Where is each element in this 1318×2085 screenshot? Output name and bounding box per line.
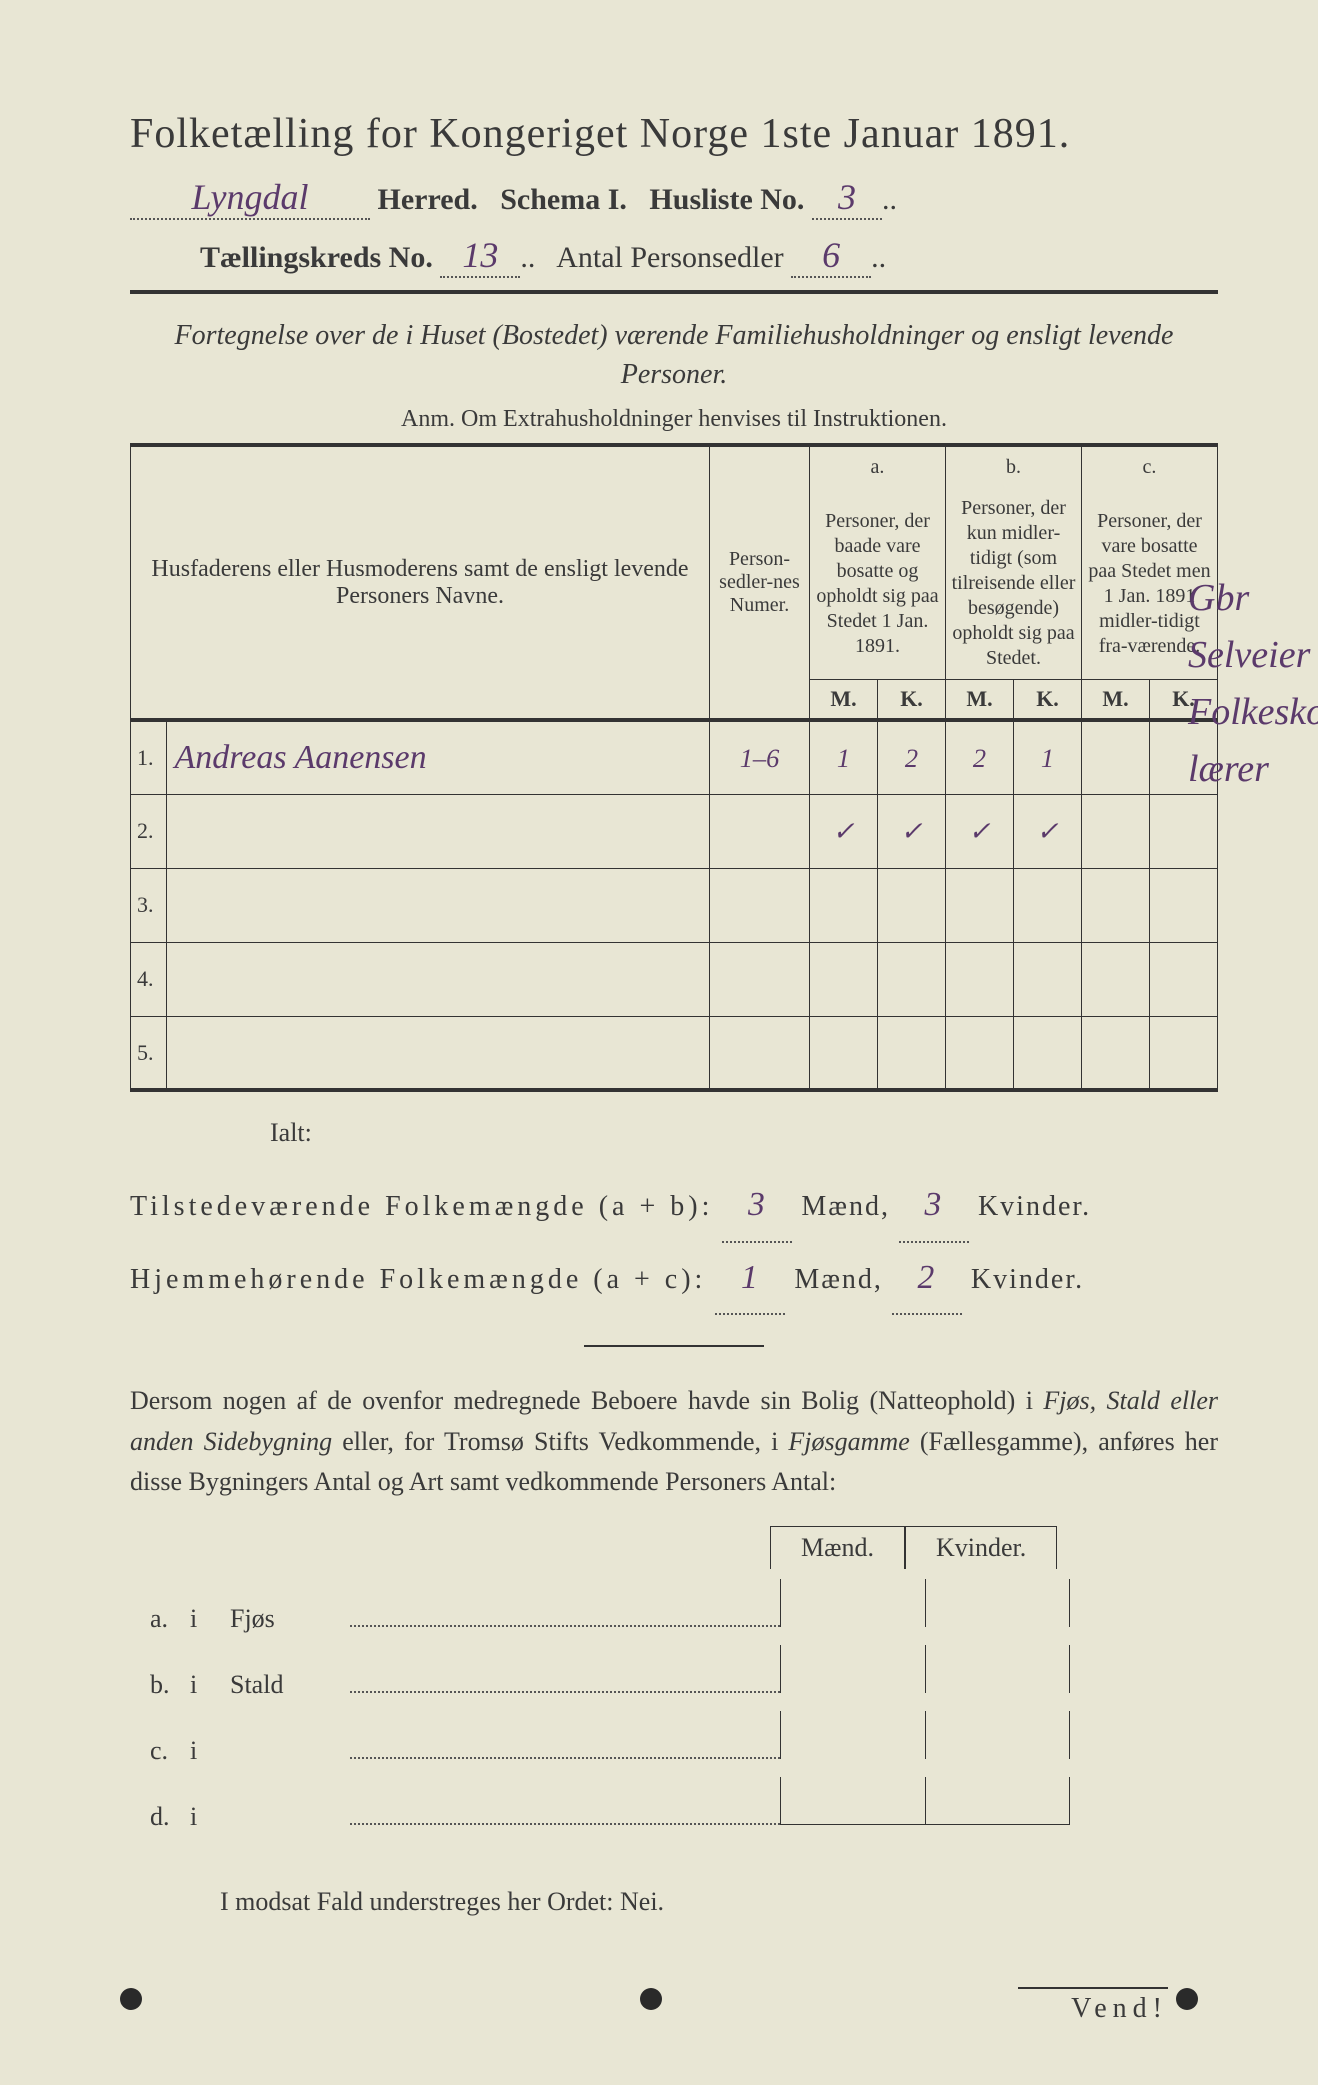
meta-line-1: Lyngdal Herred. Schema I. Husliste No. 3…	[130, 176, 1218, 220]
list-item: a. i Fjøs	[130, 1579, 1218, 1645]
tilstede-label: Tilstedeværende Folkemængde (a + b):	[130, 1191, 713, 1222]
col-c-m: M.	[1082, 680, 1150, 721]
tilstede-k: 3	[925, 1186, 944, 1223]
row1-name: Andreas Aanensen	[175, 739, 427, 776]
antal-label: Antal Personsedler	[556, 241, 783, 274]
col-a-m: M.	[810, 680, 878, 721]
meta-line-2: Tællingskreds No. 13.. Antal Personsedle…	[130, 234, 1218, 278]
kreds-label: Tællingskreds No.	[200, 241, 433, 274]
punch-hole-icon	[640, 1988, 662, 2010]
herred-label: Herred.	[378, 183, 478, 216]
margin-notes: Gbr Selveier Folkeskole lærer	[1188, 570, 1308, 798]
instructions-paragraph: Dersom nogen af de ovenfor medregnede Be…	[130, 1381, 1218, 1502]
schema-label: Schema I.	[500, 183, 627, 216]
hjemme-k: 2	[918, 1259, 937, 1296]
col-a-top: a.	[810, 445, 946, 488]
col-b-header: Personer, der kun midler-tidigt (som til…	[946, 488, 1082, 680]
list-item: c. i	[130, 1711, 1218, 1777]
building-list: a. i Fjøs b. i Stald c. i d. i	[130, 1579, 1218, 1843]
col-b-top: b.	[946, 445, 1082, 488]
nei-line: I modsat Fald understreges her Ordet: Ne…	[220, 1887, 1218, 1917]
hjemme-m: 1	[741, 1259, 760, 1296]
household-table: Husfaderens eller Husmoderens samt de en…	[130, 443, 1218, 1092]
ialt-label: Ialt:	[270, 1118, 1218, 1148]
table-row: 3.	[131, 868, 1218, 942]
page-title: Folketælling for Kongeriget Norge 1ste J…	[130, 110, 1218, 158]
hjemme-label: Hjemmehørende Folkemængde (a + c):	[130, 1264, 706, 1295]
table-row: 2. ✓ ✓ ✓ ✓	[131, 794, 1218, 868]
col-b-m: M.	[946, 680, 1014, 721]
col-a-header: Personer, der baade vare bosatte og opho…	[810, 488, 946, 680]
table-row: 1. Andreas Aanensen 1–6 1 2 2 1	[131, 720, 1218, 794]
census-form-page: Folketælling for Kongeriget Norge 1ste J…	[0, 0, 1318, 2085]
rule-2	[584, 1345, 764, 1347]
col-name-header: Husfaderens eller Husmoderens samt de en…	[131, 445, 710, 720]
kreds-value: 13	[462, 235, 498, 275]
col-c-top: c.	[1082, 445, 1218, 488]
col-b-k: K.	[1014, 680, 1082, 721]
husliste-label: Husliste No.	[649, 183, 804, 216]
rule-1	[130, 290, 1218, 294]
totals-block: Tilstedeværende Folkemængde (a + b): 3 M…	[130, 1170, 1218, 1315]
herred-value: Lyngdal	[192, 177, 309, 217]
anm-note: Anm. Om Extrahusholdninger henvises til …	[130, 406, 1218, 433]
mk-header: Mænd.Kvinder.	[770, 1526, 1218, 1569]
table-row: 4.	[131, 942, 1218, 1016]
list-item: d. i	[130, 1777, 1218, 1843]
subtitle: Fortegnelse over de i Huset (Bostedet) v…	[130, 316, 1218, 394]
tilstede-m: 3	[748, 1186, 767, 1223]
list-item: b. i Stald	[130, 1645, 1218, 1711]
antal-value: 6	[822, 235, 840, 275]
vend-label: Vend!	[1018, 1987, 1168, 2025]
punch-hole-icon	[120, 1988, 142, 2010]
col-a-k: K.	[878, 680, 946, 721]
husliste-value: 3	[838, 177, 856, 217]
punch-hole-icon	[1176, 1988, 1198, 2010]
col-num-header: Person-sedler-nes Numer.	[710, 445, 810, 720]
table-row: 5.	[131, 1016, 1218, 1090]
